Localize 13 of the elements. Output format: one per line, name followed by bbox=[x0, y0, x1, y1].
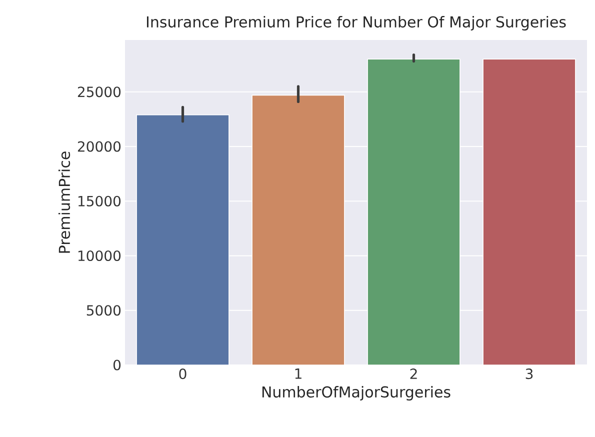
y-tick-label: 0 bbox=[113, 360, 121, 370]
y-tick-label: 5000 bbox=[86, 305, 121, 316]
y-tick-label: 10000 bbox=[78, 250, 121, 262]
y-axis-title: PremiumPrice bbox=[58, 152, 70, 253]
x-tick-label: 3 bbox=[526, 368, 533, 380]
y-tick-label: 15000 bbox=[78, 196, 121, 206]
x-tick-label: 1 bbox=[295, 368, 302, 379]
y-tick-label: 20000 bbox=[78, 141, 121, 152]
x-tick-label: 0 bbox=[179, 368, 186, 380]
x-axis-title: NumberOfMajorSurgeries bbox=[262, 386, 450, 401]
x-tick-label: 2 bbox=[410, 368, 417, 379]
y-tick-label: 25000 bbox=[78, 86, 121, 98]
chart-title: Insurance Premium Price for Number Of Major Surgeries bbox=[146, 16, 566, 30]
